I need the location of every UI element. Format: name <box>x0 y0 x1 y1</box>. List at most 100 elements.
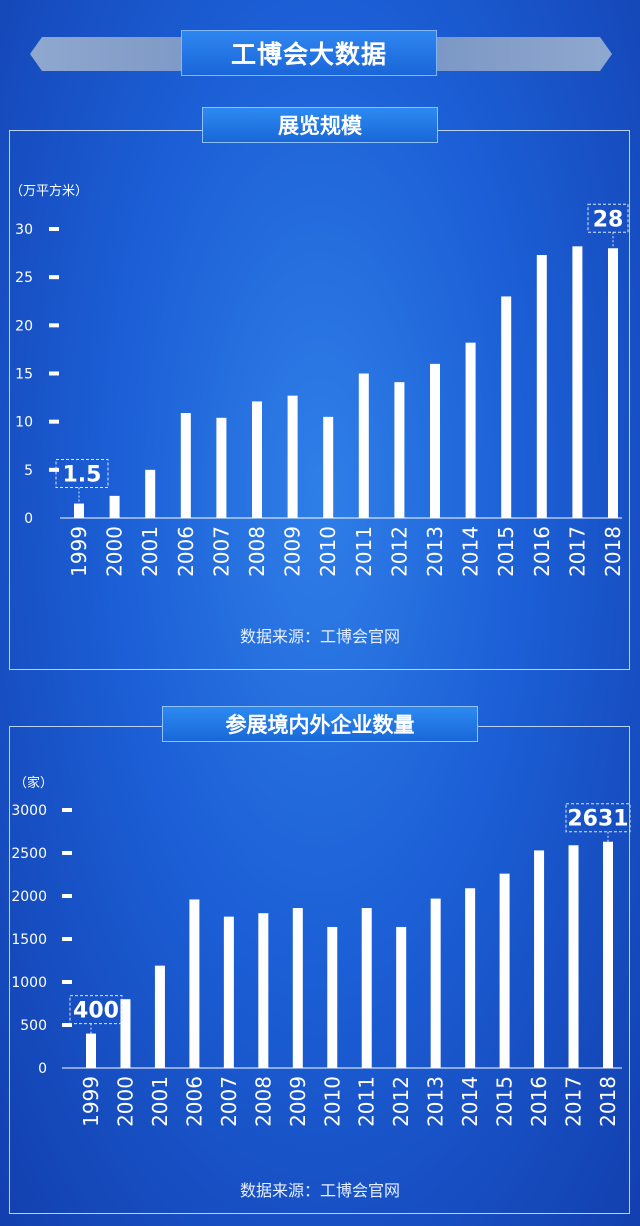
callout-box <box>587 203 629 233</box>
bar-2012 <box>394 382 405 518</box>
x-tick-label: 2010 <box>320 1076 344 1127</box>
exhibition-scale-title: 展览规模 <box>202 107 438 143</box>
y-tick-mark <box>62 980 72 984</box>
x-tick-label: 2006 <box>174 526 198 577</box>
callout-box <box>69 995 123 1025</box>
x-tick-label: 2012 <box>389 1076 413 1127</box>
bar-2007 <box>223 916 234 1068</box>
x-tick-label: 2015 <box>493 1076 517 1127</box>
x-tick-label: 2011 <box>352 526 376 577</box>
y-tick-mark <box>62 1023 72 1027</box>
x-tick-label: 2008 <box>245 526 269 577</box>
bar-2008 <box>252 401 262 518</box>
x-tick-label: 2007 <box>209 526 233 577</box>
bar-2017 <box>572 246 583 518</box>
y-tick-mark <box>49 227 59 231</box>
y-tick-label: 30 <box>15 222 33 238</box>
x-tick-label: 2018 <box>596 1076 620 1127</box>
y-tick-mark <box>49 419 59 424</box>
bar-2016 <box>534 850 545 1068</box>
x-tick-label: 2015 <box>494 526 518 577</box>
bar-2001 <box>145 469 156 518</box>
chart2-source: 数据来源：工博会官网 <box>239 1181 400 1200</box>
x-tick-label: 2017 <box>562 1076 586 1127</box>
y-tick-label: 0 <box>24 511 33 527</box>
x-tick-label: 2009 <box>281 526 305 577</box>
x-tick-label: 2009 <box>286 1076 310 1127</box>
y-tick-label: 2000 <box>11 889 47 905</box>
callout-label: 1.5 <box>63 463 102 488</box>
exhibitor-count-title: 参展境内外企业数量 <box>162 706 478 742</box>
x-tick-label: 2006 <box>182 1076 206 1127</box>
x-tick-label: 2008 <box>251 1076 275 1127</box>
bar-2015 <box>501 296 512 518</box>
bar-2001 <box>154 965 165 1068</box>
y-tick-mark <box>62 808 72 812</box>
bar-2000 <box>120 999 131 1068</box>
x-tick-label: 2000 <box>113 1076 137 1127</box>
bar-2014 <box>465 888 476 1068</box>
y-tick-label: 15 <box>15 367 33 383</box>
x-tick-label: 2001 <box>138 526 162 577</box>
bar-2016 <box>536 255 547 518</box>
x-tick-label: 2010 <box>316 526 340 577</box>
x-tick-label: 2013 <box>423 526 447 577</box>
x-tick-label: 1999 <box>79 1076 103 1127</box>
x-tick-label: 2018 <box>601 526 625 577</box>
x-tick-label: 2016 <box>530 526 554 577</box>
y-tick-label: 2500 <box>11 846 47 862</box>
exhibition-scale-chart: （万平方米） 0 5 10 15 20 25 30 1999 2000 2001 2006 2007 20… <box>10 183 629 577</box>
bar-2007 <box>216 417 227 518</box>
bar-2017 <box>568 845 579 1068</box>
bar-1999 <box>86 1033 96 1068</box>
y-tick-label: 1000 <box>11 975 47 991</box>
y-tick-label: 25 <box>15 270 33 286</box>
x-tick-label: 2011 <box>355 1076 379 1127</box>
callout-label: 400 <box>73 999 119 1024</box>
y-tick-mark <box>49 371 59 376</box>
x-tick-label: 2014 <box>459 526 483 577</box>
y-tick-mark <box>49 323 59 328</box>
y-tick-label: 5 <box>24 463 33 479</box>
y-tick-label: 3000 <box>11 803 47 819</box>
bar-1999 <box>74 503 84 518</box>
bar-2000 <box>109 495 120 518</box>
exhibitor-count-chart: （家） 0 500 1000 1500 2000 2500 3000 1999 2000 2001 2… <box>11 775 631 1127</box>
bar-2011 <box>358 373 369 518</box>
x-tick-label: 2001 <box>148 1076 172 1127</box>
y-tick-mark <box>49 275 59 280</box>
x-tick-label: 1999 <box>67 526 91 577</box>
callout-label: 28 <box>593 207 624 232</box>
y-tick-mark <box>62 894 72 898</box>
x-tick-label: 2012 <box>387 526 411 577</box>
bar-2010 <box>323 416 334 518</box>
callout-box <box>55 459 109 489</box>
x-tick-label: 2016 <box>527 1076 551 1127</box>
y-tick-label: 0 <box>38 1061 47 1077</box>
bar-2018 <box>608 248 618 518</box>
y-tick-label: 1500 <box>11 932 47 948</box>
bar-2009 <box>287 395 298 518</box>
y-axis-unit: （家） <box>14 775 53 791</box>
bar-2006 <box>180 412 191 518</box>
x-tick-label: 2014 <box>458 1076 482 1127</box>
page-title: 工博会大数据 <box>181 30 437 76</box>
callout-label: 2631 <box>567 807 628 832</box>
x-tick-label: 2017 <box>565 526 589 577</box>
y-tick-mark <box>49 467 59 472</box>
bar-2013 <box>430 898 441 1068</box>
chart1-source: 数据来源：工博会官网 <box>239 627 400 646</box>
y-tick-mark <box>62 851 72 855</box>
bar-2010 <box>327 926 338 1068</box>
bar-2014 <box>465 342 476 518</box>
bar-2012 <box>396 926 407 1068</box>
bar-2013 <box>430 363 440 518</box>
bar-2018 <box>603 841 613 1068</box>
y-axis-unit: （万平方米） <box>10 183 88 199</box>
x-tick-label: 2007 <box>217 1076 241 1127</box>
main-banner: 工博会大数据 <box>30 30 612 76</box>
bar-2008 <box>258 913 269 1068</box>
x-tick-label: 2013 <box>424 1076 448 1127</box>
bar-2009 <box>292 908 303 1068</box>
y-tick-label: 500 <box>20 1018 47 1034</box>
